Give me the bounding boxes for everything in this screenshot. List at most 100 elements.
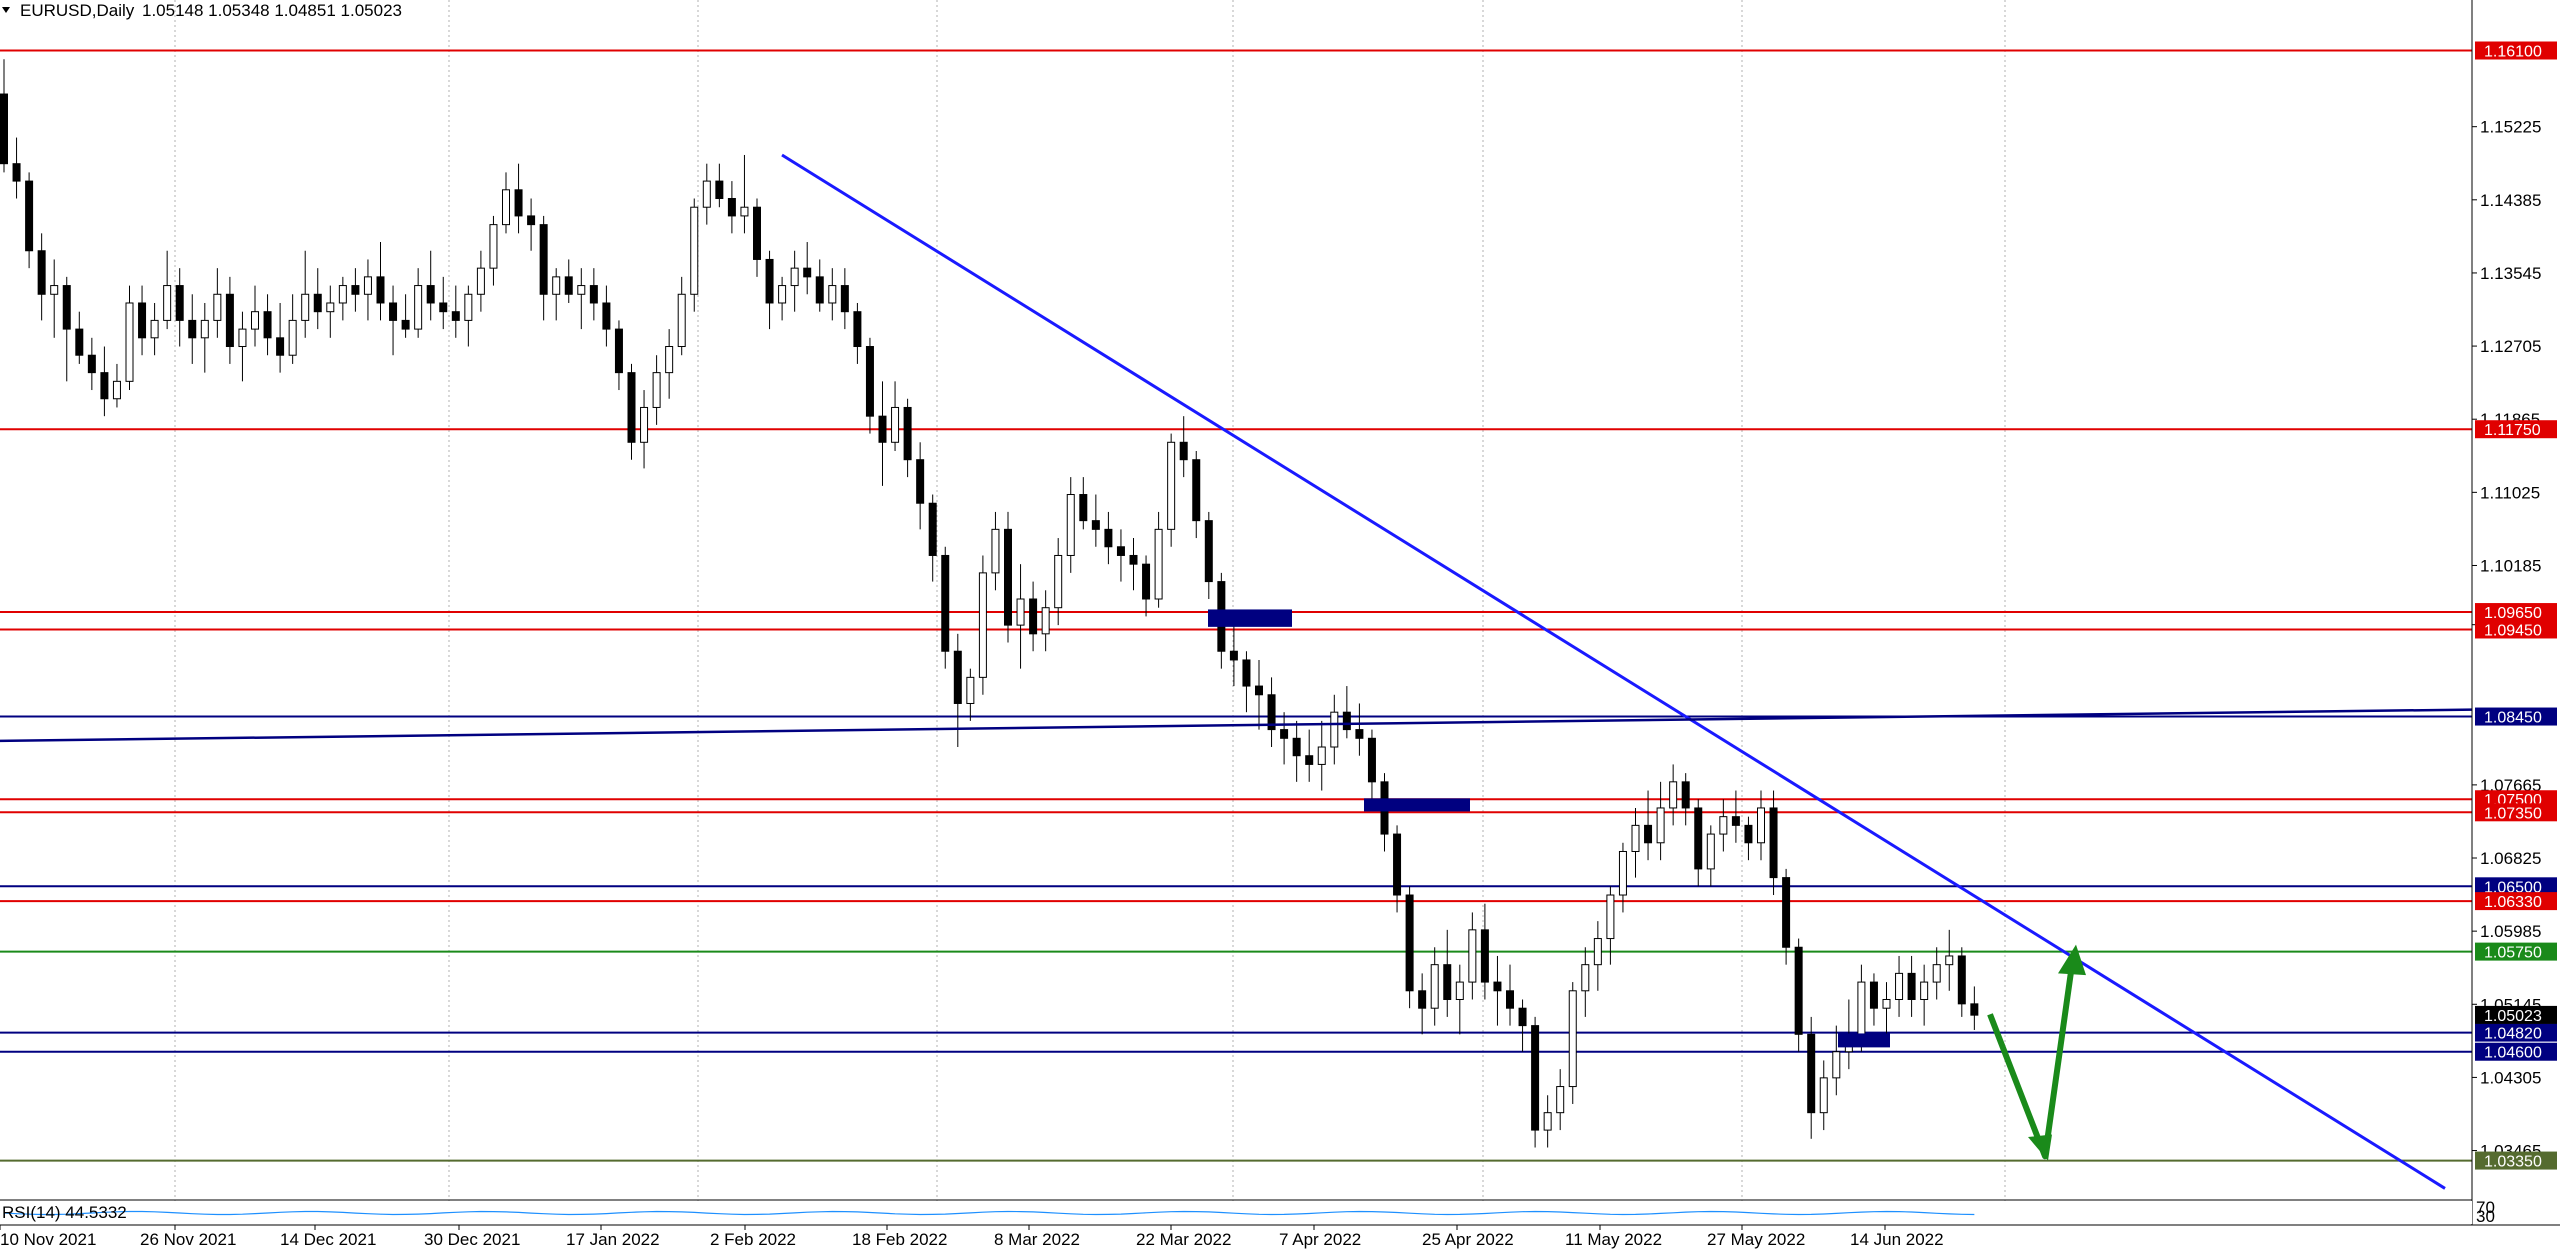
current-price-tag	[2475, 1005, 2557, 1024]
candle-bear	[1179, 441, 1188, 461]
zone-rectangle	[1208, 609, 1292, 627]
rsi-label: RSI(14) 44.5332	[2, 1203, 127, 1222]
candle-bull	[1330, 711, 1339, 748]
candle-bull	[301, 293, 310, 321]
candle-bear	[715, 180, 724, 200]
candle-bear	[1242, 659, 1251, 687]
candle-bull	[1556, 1086, 1565, 1114]
candle-bear	[514, 189, 523, 217]
rsi-line	[3, 1210, 1975, 1216]
candle-bear	[765, 258, 774, 304]
candle-bear	[87, 354, 96, 374]
x-tick-label: 11 May 2022	[1565, 1230, 1662, 1249]
candle-bear	[0, 93, 8, 165]
rsi-level-30: 30	[2476, 1207, 2495, 1226]
level-tag	[2475, 41, 2557, 60]
candle-bull	[640, 406, 649, 443]
candle-bear	[1192, 459, 1201, 522]
candle-bear	[426, 285, 435, 304]
candle-bear	[1342, 711, 1351, 731]
candle-bull	[677, 293, 686, 348]
candle-bear	[916, 459, 925, 504]
candle-bull	[1857, 981, 1866, 1035]
x-tick-label: 22 Mar 2022	[1136, 1230, 1231, 1249]
candle-bull	[891, 406, 900, 443]
candle-bull	[1932, 964, 1941, 983]
candle-bear	[1204, 520, 1213, 583]
candle-bear	[1229, 650, 1238, 661]
candle-bull	[828, 285, 837, 304]
candle-bear	[1255, 685, 1263, 696]
candle-bear	[138, 302, 147, 339]
descending-trendline	[781, 153, 2446, 1190]
candle-bear	[564, 276, 573, 295]
candle-bear	[12, 163, 21, 182]
level-tag-label: 1.03350	[2484, 1154, 2542, 1171]
y-tick-label: 1.07665	[2480, 776, 2541, 795]
candle-bear	[439, 302, 448, 313]
menu-triangle-icon[interactable]	[2, 7, 10, 13]
candle-bull	[552, 276, 561, 295]
candle-bear	[1405, 894, 1414, 992]
candle-bull	[1882, 998, 1891, 1009]
candle-bear	[1104, 528, 1113, 548]
x-tick-label: 27 May 2022	[1707, 1230, 1805, 1249]
candle-bear	[1506, 990, 1514, 1009]
candle-bear	[1305, 755, 1314, 765]
candle-bear	[263, 311, 272, 339]
y-tick-label: 1.12705	[2480, 337, 2541, 356]
candle-bull	[1167, 441, 1176, 530]
candle-bear	[928, 502, 937, 556]
candle-bull	[1066, 494, 1075, 556]
candle-bull	[288, 319, 297, 356]
candle-bull	[1719, 816, 1728, 835]
candle-bull	[251, 311, 259, 330]
level-tag-label: 1.06500	[2484, 879, 2542, 896]
symbol-timeframe: EURUSD,Daily	[20, 1, 135, 20]
candle-bear	[602, 302, 611, 330]
candle-bear	[1280, 729, 1289, 739]
y-tick-label: 1.11025	[2480, 483, 2540, 502]
level-tag-label: 1.06330	[2484, 894, 2542, 911]
rsi-level-70: 70	[2476, 1198, 2495, 1217]
x-tick-label: 25 Apr 2022	[1422, 1230, 1514, 1249]
level-tag	[2475, 892, 2557, 911]
candle-bear	[1970, 1003, 1979, 1016]
candle-bull	[50, 285, 59, 295]
x-tick-label: 14 Jun 2022	[1850, 1230, 1944, 1249]
candle-bull	[1455, 981, 1464, 1000]
candle-bear	[1116, 546, 1125, 556]
y-tick-label: 1.10185	[2480, 556, 2541, 575]
projection-arrow	[1987, 964, 2075, 1160]
candle-bear	[25, 180, 34, 252]
ascending-trendline	[0, 708, 2473, 743]
candle-bear	[1782, 877, 1791, 948]
horizontal-levels	[0, 49, 2472, 1162]
candle-bull	[464, 293, 473, 321]
candle-bull	[1945, 955, 1954, 966]
candle-bear	[878, 415, 887, 443]
x-tick-label: 18 Feb 2022	[852, 1230, 947, 1249]
candle-bear	[727, 198, 736, 217]
candle-bear	[1142, 563, 1151, 600]
arrowhead-icon	[2058, 944, 2086, 976]
candle-bull	[502, 189, 510, 226]
candle-bull	[213, 293, 222, 321]
current-price-label: 1.05023	[2484, 1008, 2542, 1025]
candle-bear	[175, 285, 184, 321]
candle-bull	[790, 267, 799, 287]
candle-bear	[1794, 946, 1803, 1035]
candle-bull	[1631, 824, 1640, 852]
level-tag-label: 1.04600	[2484, 1045, 2542, 1062]
candle-bear	[941, 554, 950, 652]
candle-bear	[614, 328, 623, 374]
candle-bear	[37, 250, 46, 295]
level-tag-label: 1.16100	[2484, 43, 2542, 60]
candle-bull	[991, 528, 1000, 574]
level-tag-label: 1.05750	[2484, 945, 2542, 962]
candle-bull	[112, 380, 121, 400]
chart-header: EURUSD,Daily 1.05148 1.05348 1.04851 1.0…	[2, 1, 402, 20]
candle-bear	[1644, 824, 1653, 844]
